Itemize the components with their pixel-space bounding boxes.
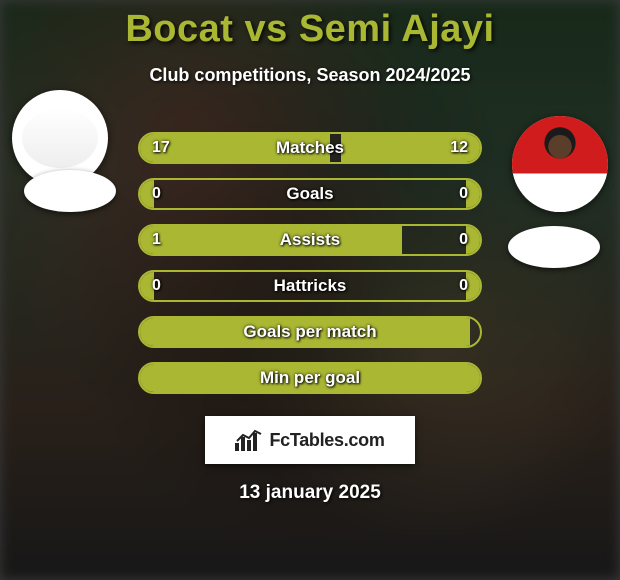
stat-row: 1 0 Assists xyxy=(138,224,482,256)
stat-row: 0 0 Goals xyxy=(138,178,482,210)
stat-value-right: 0 xyxy=(459,185,468,203)
stat-value-right: 0 xyxy=(459,231,468,249)
stat-value-right: 12 xyxy=(450,139,468,157)
stat-row: 0 0 Hattricks xyxy=(138,270,482,302)
stat-label: Assists xyxy=(280,230,340,250)
stat-label: Hattricks xyxy=(274,276,347,296)
stat-label: Goals xyxy=(286,184,333,204)
page-title: Bocat vs Semi Ajayi xyxy=(0,8,620,51)
stat-value-left: 1 xyxy=(152,231,161,249)
stat-value-left: 0 xyxy=(152,185,161,203)
stat-label: Matches xyxy=(276,138,344,158)
stat-bar-right xyxy=(466,180,480,208)
stat-value-right: 0 xyxy=(459,277,468,295)
stat-row: Min per goal xyxy=(138,362,482,394)
stat-value-left: 0 xyxy=(152,277,161,295)
stat-bar-left xyxy=(140,226,402,254)
comparison-card: Bocat vs Semi Ajayi Club competitions, S… xyxy=(0,0,620,504)
stat-row: Goals per match xyxy=(138,316,482,348)
stat-label: Goals per match xyxy=(243,322,376,342)
player-right-photo xyxy=(512,116,608,212)
player-right-avatar xyxy=(512,116,608,212)
stat-value-left: 17 xyxy=(152,139,170,157)
generation-date: 13 january 2025 xyxy=(0,482,620,504)
comparison-bars: 17 12 Matches 0 0 Goals 1 0 Assists 0 0 Hattricks Go… xyxy=(138,132,482,394)
player-left-team-badge xyxy=(24,170,116,212)
stat-bar-right xyxy=(466,272,480,300)
bars-icon xyxy=(235,429,263,451)
stat-row: 17 12 Matches xyxy=(138,132,482,164)
stat-label: Min per goal xyxy=(260,368,360,388)
stat-bar-right xyxy=(466,226,480,254)
fctables-logo-text: FcTables.com xyxy=(269,430,384,451)
fctables-logo: FcTables.com xyxy=(205,416,415,464)
page-subtitle: Club competitions, Season 2024/2025 xyxy=(0,65,620,86)
player-right-team-badge xyxy=(508,226,600,268)
